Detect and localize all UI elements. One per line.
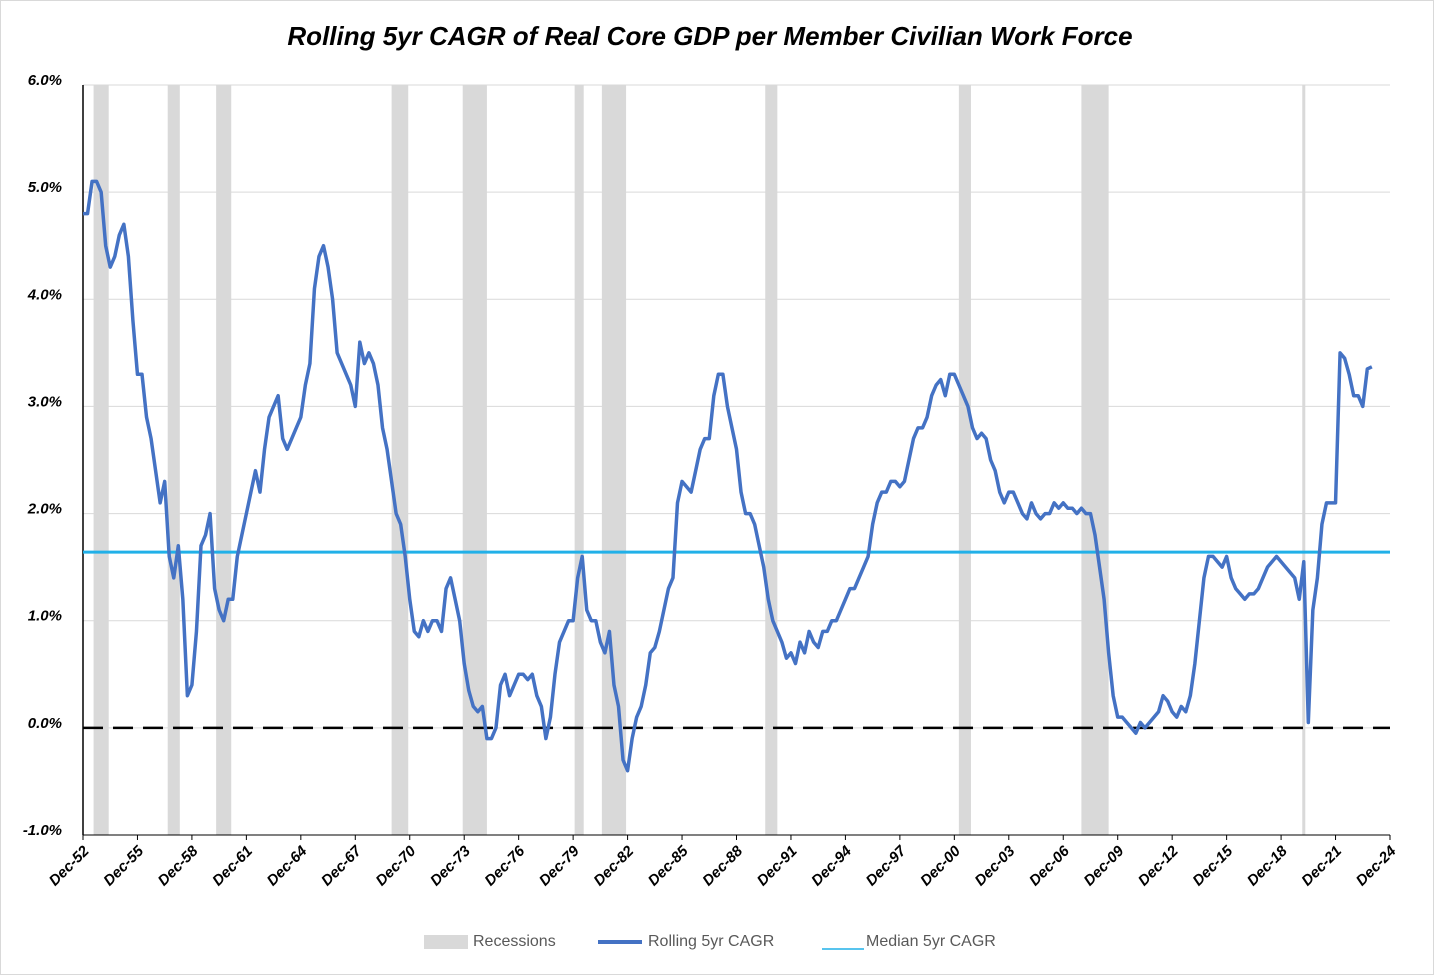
y-tick-label: -1.0% <box>23 822 62 839</box>
y-tick-label: 6.0% <box>28 72 62 89</box>
recession-band <box>1302 85 1306 835</box>
recession-band <box>1081 85 1109 835</box>
y-tick-label: 2.0% <box>27 501 62 518</box>
y-tick-label: 0.0% <box>28 715 62 732</box>
legend-label: Median 5yr CAGR <box>866 933 996 950</box>
data-line <box>83 179 1373 773</box>
recession-band <box>765 85 778 835</box>
legend-label: Recessions <box>473 933 556 950</box>
recession-band <box>167 85 180 835</box>
legend-label: Rolling 5yr CAGR <box>648 933 774 950</box>
legend-swatch <box>424 935 468 949</box>
recession-band <box>93 85 109 835</box>
y-tick-label: 5.0% <box>28 179 62 196</box>
recession-band <box>958 85 971 835</box>
recession-band <box>574 85 584 835</box>
recession-band <box>391 85 409 835</box>
recession-band <box>601 85 627 835</box>
y-tick-label: 3.0% <box>28 393 62 410</box>
y-tick-label: 4.0% <box>27 286 62 303</box>
recession-band <box>216 85 232 835</box>
y-tick-label: 1.0% <box>28 608 62 625</box>
chart-title: Rolling 5yr CAGR of Real Core GDP per Me… <box>287 21 1132 51</box>
